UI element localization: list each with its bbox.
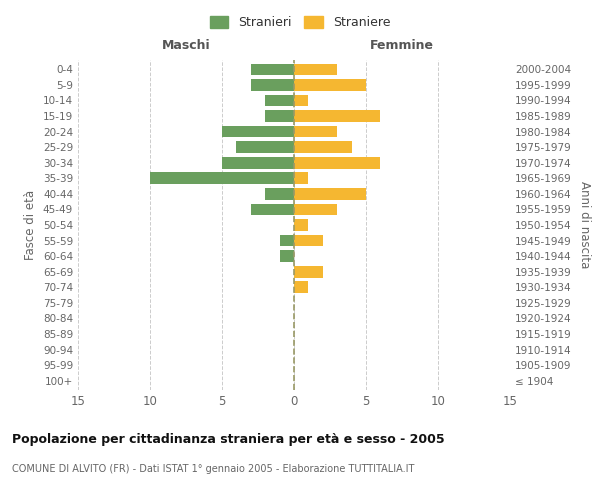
Bar: [294, 188, 366, 200]
Bar: [236, 142, 294, 153]
Bar: [251, 204, 294, 216]
Bar: [265, 94, 294, 106]
Bar: [294, 282, 308, 293]
Bar: [251, 64, 294, 75]
Y-axis label: Fasce di età: Fasce di età: [25, 190, 37, 260]
Bar: [294, 64, 337, 75]
Bar: [294, 79, 366, 90]
Text: COMUNE DI ALVITO (FR) - Dati ISTAT 1° gennaio 2005 - Elaborazione TUTTITALIA.IT: COMUNE DI ALVITO (FR) - Dati ISTAT 1° ge…: [12, 464, 415, 474]
Bar: [294, 204, 337, 216]
Bar: [150, 172, 294, 184]
Bar: [251, 79, 294, 90]
Y-axis label: Anni di nascita: Anni di nascita: [578, 182, 591, 268]
Bar: [280, 250, 294, 262]
Bar: [294, 110, 380, 122]
Bar: [294, 219, 308, 231]
Text: Maschi: Maschi: [161, 39, 211, 52]
Bar: [294, 142, 352, 153]
Bar: [222, 157, 294, 168]
Bar: [294, 94, 308, 106]
Bar: [265, 188, 294, 200]
Bar: [294, 126, 337, 138]
Text: Popolazione per cittadinanza straniera per età e sesso - 2005: Popolazione per cittadinanza straniera p…: [12, 432, 445, 446]
Text: Femmine: Femmine: [370, 39, 434, 52]
Legend: Stranieri, Straniere: Stranieri, Straniere: [205, 11, 395, 34]
Bar: [294, 172, 308, 184]
Bar: [222, 126, 294, 138]
Bar: [280, 234, 294, 246]
Bar: [265, 110, 294, 122]
Bar: [294, 234, 323, 246]
Bar: [294, 157, 380, 168]
Bar: [294, 266, 323, 278]
